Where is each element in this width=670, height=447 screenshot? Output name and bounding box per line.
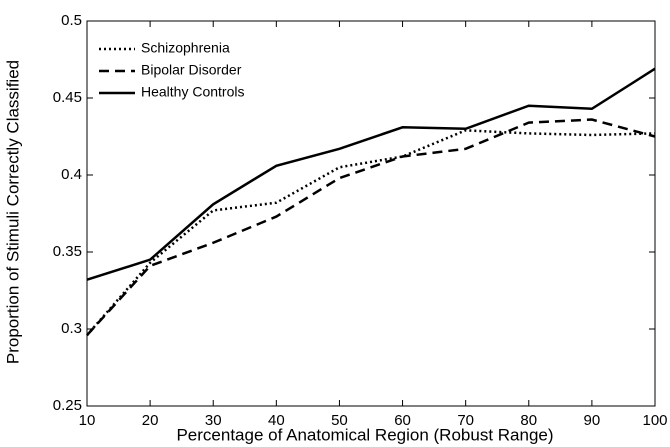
y-tick-label: 0.35 (53, 243, 82, 260)
y-tick-label: 0.25 (53, 397, 82, 414)
y-tick-label: 0.3 (61, 320, 82, 337)
x-tick-label: 70 (457, 412, 474, 429)
x-tick-label: 60 (394, 412, 411, 429)
y-tick-label: 0.45 (53, 89, 82, 106)
legend-label: Schizophrenia (141, 40, 230, 56)
x-tick-label: 80 (520, 412, 537, 429)
legend-label: Bipolar Disorder (141, 62, 242, 78)
line (86, 67, 656, 281)
line (86, 118, 656, 337)
y-tick-label: 0.4 (61, 166, 82, 183)
x-tick-label: 100 (642, 412, 667, 429)
x-tick-label: 10 (79, 412, 96, 429)
y-axis-label: Proportion of Stimuli Correctly Classifi… (3, 60, 22, 364)
x-tick-label: 40 (268, 412, 285, 429)
x-tick-label: 90 (584, 412, 601, 429)
plot-frame (86, 20, 656, 407)
x-tick-label: 20 (142, 412, 159, 429)
legend-label: Healthy Controls (141, 84, 245, 100)
x-axis-label: Percentage of Anatomical Region (Robust … (176, 425, 553, 444)
x-tick-label: 50 (331, 412, 348, 429)
line (86, 129, 656, 336)
y-tick-label: 0.5 (61, 12, 82, 29)
x-tick-label: 30 (205, 412, 222, 429)
